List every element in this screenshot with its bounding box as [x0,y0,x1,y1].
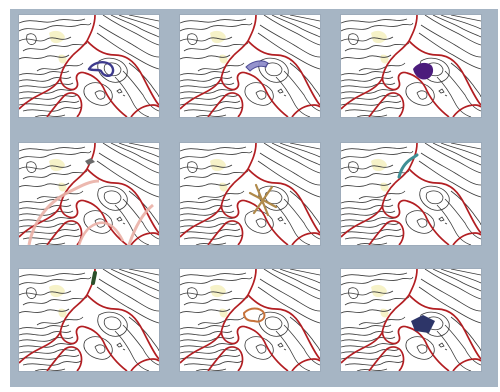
highlight-blue-outline [87,61,115,77]
panel-trail-green[interactable] [19,269,159,371]
highlight-navy-fill [411,315,435,333]
highlight-pink-buffer [27,179,100,245]
panel-buffer-pink[interactable] [19,143,159,245]
highlight-orange-loop [243,307,266,323]
top-caption [28,8,328,15]
panel-trail-teal[interactable] [341,143,481,245]
panel-loop-orange[interactable] [180,269,320,371]
highlight-teal-line [397,153,419,179]
panel-area-navy[interactable] [341,269,481,371]
highlight-brown-cross [248,183,278,217]
marker-grey [85,158,95,165]
panel-cross-brown[interactable] [180,143,320,245]
panel-route-blue-band[interactable] [180,15,320,117]
highlight-blue-band [245,60,269,72]
panel-route-blue-outline[interactable] [19,15,159,117]
highlight-green-line [91,271,97,285]
panel-area-purple[interactable] [341,15,481,117]
highlight-purple-fill [413,62,434,80]
